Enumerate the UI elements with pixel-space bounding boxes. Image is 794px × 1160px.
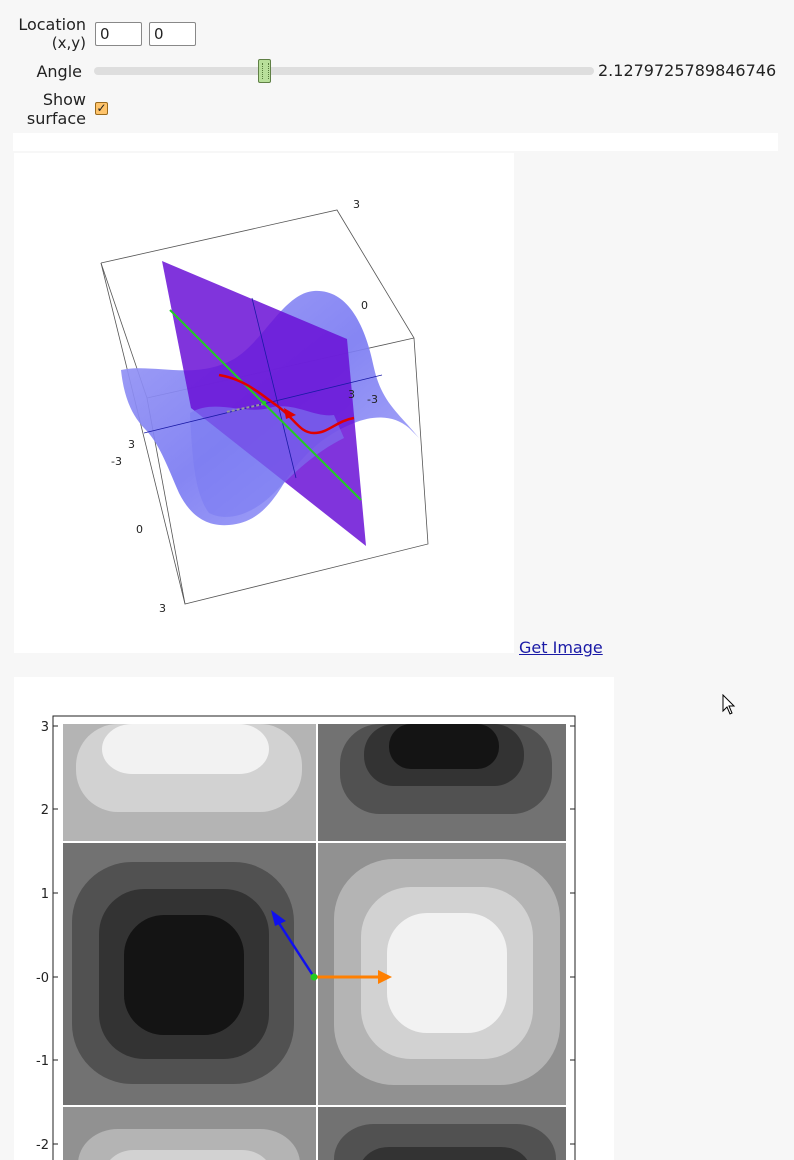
- point-marker-2d: [310, 973, 318, 981]
- show-surface-label-line2: surface: [26, 109, 86, 128]
- tick-label-3d: -3: [367, 393, 378, 406]
- blue-direction-arrow: [273, 916, 316, 978]
- show-surface-checkbox[interactable]: ✓: [95, 102, 108, 115]
- show-surface-label-line1: Show: [42, 90, 86, 109]
- tick-label-3d: 0: [136, 523, 143, 536]
- angle-slider-track[interactable]: [94, 67, 594, 75]
- y-tick-label: 1: [41, 887, 49, 902]
- output-divider: [13, 133, 778, 151]
- location-x-input[interactable]: [95, 22, 142, 46]
- tick-label-3d: 3: [128, 438, 135, 451]
- angle-label: Angle: [36, 62, 82, 81]
- orange-arrowhead: [378, 970, 392, 984]
- red-curve: [218, 373, 355, 435]
- angle-value: 2.1279725789846746: [598, 61, 777, 80]
- tick-label-3d: -3: [111, 455, 122, 468]
- y-tick-label: 2: [41, 803, 49, 818]
- tick-label-3d: 0: [361, 299, 368, 312]
- get-image-link[interactable]: Get Image: [519, 638, 603, 657]
- location-label: Location (x,y): [10, 15, 86, 53]
- contour-plot-canvas: 3 2 1 -0 -1 -2: [36, 715, 576, 1160]
- red-arrowhead: [284, 408, 296, 419]
- point-marker-3d: [261, 400, 267, 406]
- plot-frame: [52, 715, 576, 1160]
- gray-arrow: [225, 403, 265, 413]
- y-tick-label: -1: [36, 1054, 49, 1069]
- location-y-input[interactable]: [149, 22, 196, 46]
- plot-3d-panel[interactable]: 3 0 -3 3 -3 3 -3 0 3: [14, 153, 514, 653]
- contour-cells: [63, 724, 566, 1160]
- contour-plot-panel: 3 2 1 -0 -1 -2: [14, 677, 614, 1160]
- y-ticks: [53, 725, 575, 1145]
- location-label-line1: Location: [18, 15, 86, 34]
- location-label-line2: (x,y): [51, 34, 86, 52]
- tick-label-3d: 3: [353, 198, 360, 211]
- mouse-pointer-icon: [722, 694, 736, 715]
- y-tick-label: -0: [36, 971, 49, 986]
- green-line: [169, 309, 362, 501]
- tick-label-3d: 3: [159, 602, 166, 615]
- tick-label-3d: 3: [348, 388, 355, 401]
- show-surface-label: Show surface: [10, 90, 86, 128]
- surface-front: [190, 406, 344, 517]
- angle-slider-thumb[interactable]: [257, 59, 271, 83]
- y-tick-label: 3: [41, 720, 49, 735]
- plot-3d-canvas[interactable]: 3 0 -3 3 -3 3 -3 0 3: [14, 153, 514, 653]
- blue-arrowhead: [271, 910, 286, 926]
- y-tick-label: -2: [36, 1138, 49, 1153]
- checkmark-icon: ✓: [96, 101, 107, 115]
